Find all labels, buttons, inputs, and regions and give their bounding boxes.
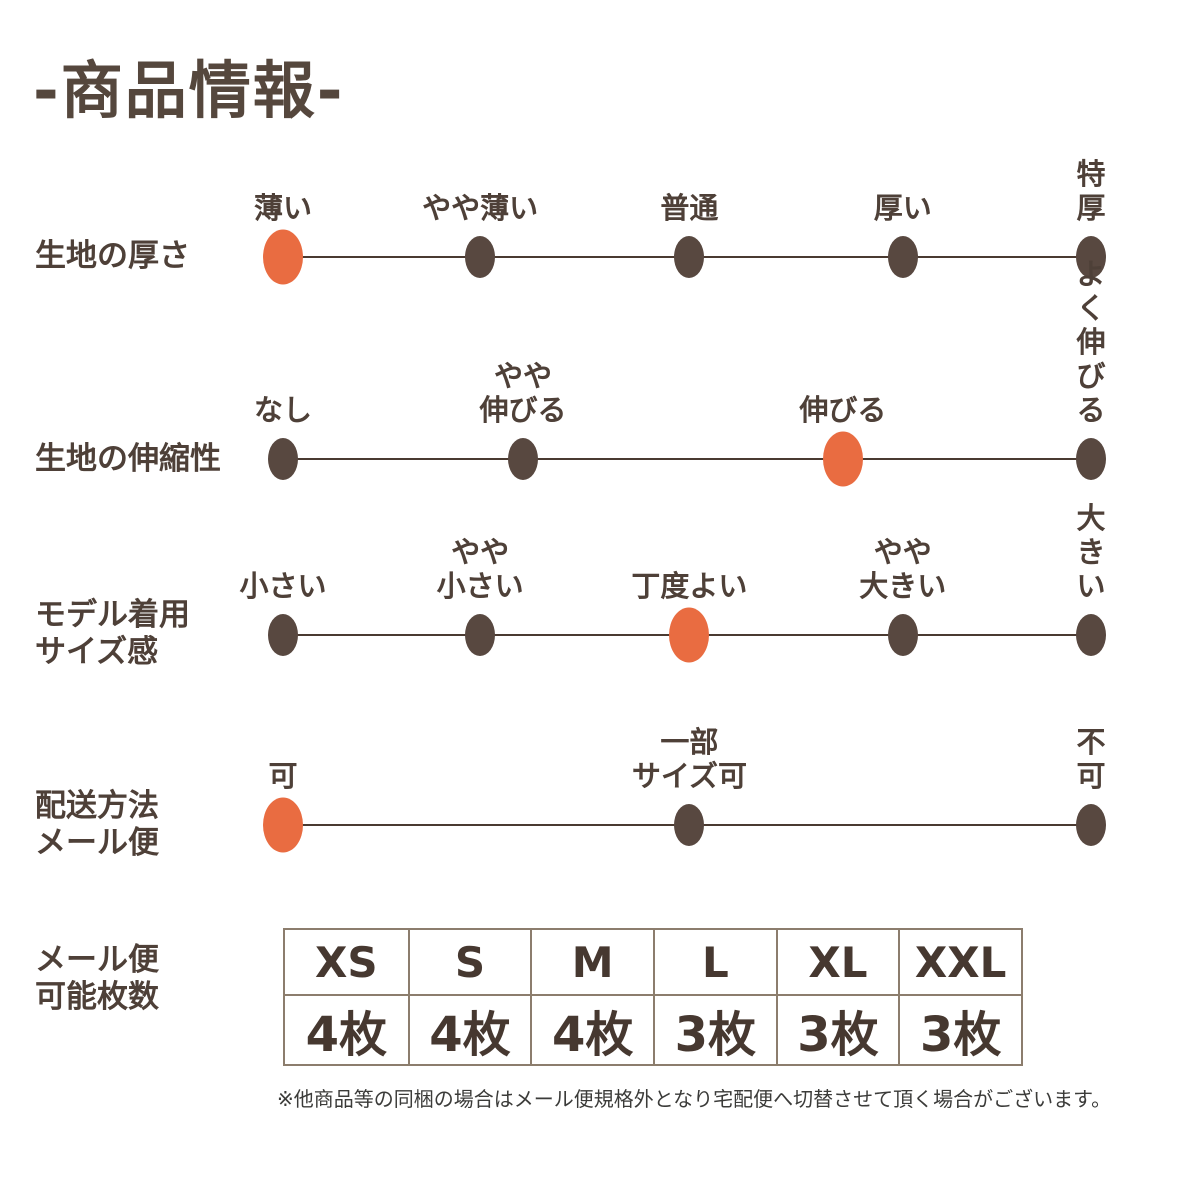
mail-capacity-table: XS S M L XL XXL 4枚 4枚 4枚 3枚 3枚 3枚	[283, 928, 1023, 1066]
capacity-value-cell: 3枚	[775, 994, 899, 1064]
scale-title-model-size-feel: モデル着用 サイズ感	[35, 597, 190, 670]
scale-option-label: やや 大きい	[859, 535, 947, 603]
capacity-value-cell: 4枚	[530, 994, 653, 1064]
rating-dot	[1076, 804, 1106, 846]
rating-dot	[1076, 614, 1106, 656]
rating-dot	[1076, 438, 1106, 480]
capacity-value-cell: 4枚	[285, 994, 408, 1064]
rating-dot	[887, 614, 918, 656]
scale-title-mail-delivery: 配送方法 メール便	[35, 788, 159, 861]
size-table-title: メール便 可能枚数	[35, 942, 159, 1015]
scale-title-fabric-thickness: 生地の厚さ	[35, 238, 190, 274]
scale-option-label: なし	[253, 393, 313, 427]
capacity-value-cell: 4枚	[407, 994, 531, 1064]
rating-dot	[268, 438, 298, 480]
selected-rating-dot	[263, 229, 303, 285]
rating-dot	[465, 236, 496, 278]
scale-option-label: 普通	[660, 191, 719, 225]
capacity-value-cell: 3枚	[652, 994, 776, 1064]
scale-option-label: やや薄い	[422, 191, 539, 225]
scale-option-label: よく 伸びる	[1076, 257, 1106, 427]
scale-line	[283, 458, 1091, 460]
scale-option-label: 小さい	[239, 569, 327, 603]
size-header-cell: M	[530, 930, 653, 994]
rating-dot	[268, 614, 298, 656]
scale-option-label: 大きい	[1076, 501, 1106, 603]
size-header-cell: S	[407, 930, 531, 994]
scale-option-label: 可	[268, 759, 298, 793]
size-header-cell: XXL	[898, 930, 1021, 994]
scale-option-label: やや 伸びる	[479, 359, 567, 427]
scale-option-label: 薄い	[253, 191, 313, 225]
selected-rating-dot	[822, 431, 863, 487]
rating-dot	[465, 614, 496, 656]
size-header-cell: XL	[775, 930, 899, 994]
rating-dot	[507, 438, 538, 480]
size-header-cell: L	[652, 930, 776, 994]
scale-option-label: 厚い	[873, 191, 932, 225]
scale-option-label: 丁度よい	[631, 569, 748, 603]
scale-option-label: 伸びる	[799, 393, 887, 427]
rating-dot	[674, 804, 705, 846]
capacity-value-cell: 3枚	[898, 994, 1021, 1064]
scale-title-fabric-stretch: 生地の伸縮性	[35, 441, 221, 477]
rating-dot	[887, 236, 918, 278]
scale-option-label: 特厚	[1076, 157, 1106, 225]
rating-dot	[1076, 236, 1106, 278]
page-title: -商品情報-	[33, 54, 345, 127]
scale-option-label: 一部 サイズ可	[631, 725, 747, 793]
scale-option-label: 不可	[1076, 725, 1106, 793]
scale-option-label: やや 小さい	[436, 535, 524, 603]
footnote-text: ※他商品等の同梱の場合はメール便規格外となり宅配便へ切替させて頂く場合がございま…	[277, 1087, 1112, 1111]
size-header-cell: XS	[315, 937, 378, 987]
rating-dot	[674, 236, 705, 278]
selected-rating-dot	[263, 797, 303, 853]
selected-rating-dot	[669, 607, 710, 663]
